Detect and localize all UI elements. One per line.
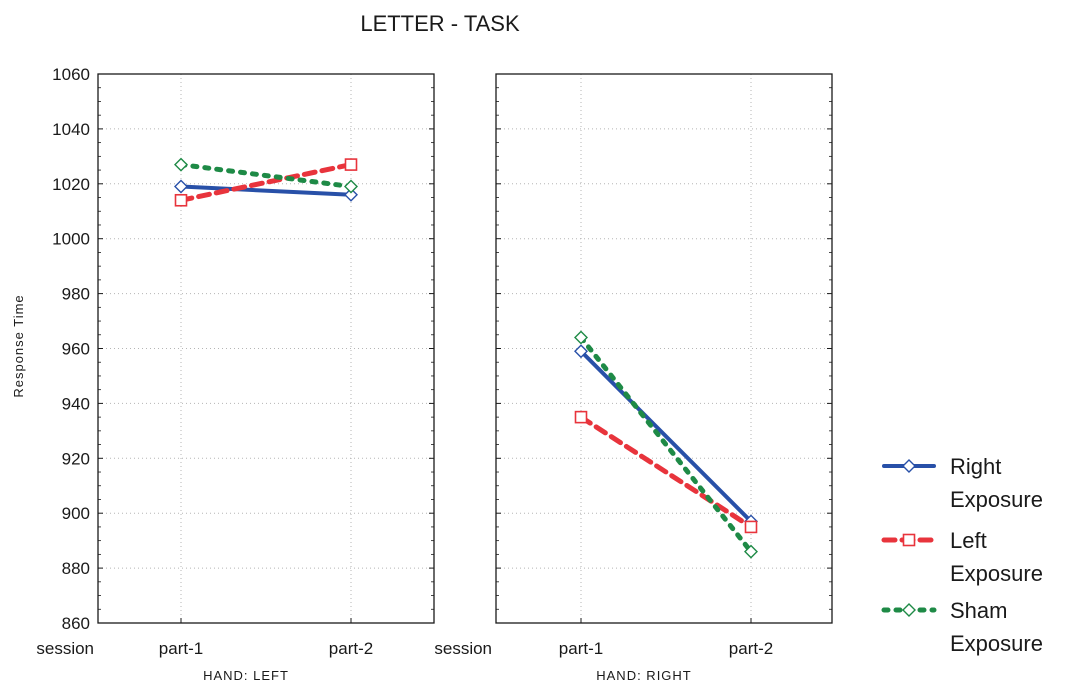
y-tick-label-900: 900 (62, 504, 90, 523)
marker-hand-left-sham-exposure-part-2 (344, 179, 358, 194)
marker-hand-left-left-exposure-part-2 (344, 158, 358, 171)
panel-label-hand-left: HAND: LEFT (203, 668, 289, 683)
panel-label-hand-right: HAND: RIGHT (596, 668, 692, 683)
series-line-hand-left-left-exposure (178, 162, 354, 203)
y-tick-label-920: 920 (62, 449, 90, 468)
legend-label-left-exposure-line1: Left (950, 528, 987, 553)
y-tick-label-1040: 1040 (52, 120, 90, 139)
marker-hand-left-right-exposure-part-1 (174, 179, 188, 194)
series-line-hand-right-sham-exposure (578, 335, 754, 555)
marker-hand-right-left-exposure-part-1 (574, 410, 588, 424)
x-tick-label-hand-left-part-2: part-2 (329, 639, 373, 658)
grid-layer (98, 74, 832, 623)
series-line-hand-right-right-exposure (579, 349, 753, 524)
y-tick-label-880: 880 (62, 559, 90, 578)
marker-hand-right-left-exposure-part-2 (744, 520, 758, 534)
legend-label-right-exposure-line2: Exposure (950, 487, 1043, 512)
x-tick-label-hand-right-part-1: part-1 (559, 639, 603, 658)
legend-label-left-exposure-line2: Exposure (950, 561, 1043, 586)
series-line-hand-left-sham-exposure (178, 162, 354, 190)
x-axis-name-hand-right: session (434, 639, 492, 658)
x-tick-label-hand-right-part-2: part-2 (729, 639, 773, 658)
y-tick-label-1020: 1020 (52, 175, 90, 194)
series-layer (174, 157, 758, 559)
legend: Right Exposure Left Exposure Sham Exposure (881, 454, 1043, 656)
y-tick-label-1060: 1060 (52, 65, 90, 84)
marker-hand-left-left-exposure-part-1 (174, 193, 188, 207)
y-tick-label-960: 960 (62, 340, 90, 359)
series-line-hand-right-left-exposure (578, 414, 754, 530)
legend-label-right-exposure-line1: Right (950, 454, 1001, 479)
x-tick-label-hand-left-part-1: part-1 (159, 639, 203, 658)
y-tick-label-860: 860 (62, 614, 90, 633)
legend-marker-left-exposure (902, 533, 916, 547)
marker-hand-right-right-exposure-part-1 (574, 344, 588, 359)
y-tick-label-1000: 1000 (52, 230, 90, 249)
x-axis-name-hand-left: session (36, 639, 94, 658)
legend-label-sham-exposure-line2: Exposure (950, 631, 1043, 656)
legend-marker-sham-exposure (902, 603, 916, 617)
marker-hand-left-right-exposure-part-2 (344, 187, 358, 202)
y-tick-label-940: 940 (62, 394, 90, 413)
chart-title: LETTER - TASK (360, 11, 520, 36)
y-axis-label: Response Time (11, 294, 26, 397)
y-tick-label-980: 980 (62, 285, 90, 304)
marker-hand-right-sham-exposure-part-2 (744, 544, 758, 559)
marker-hand-left-sham-exposure-part-1 (174, 157, 188, 172)
marker-hand-right-sham-exposure-part-1 (574, 330, 588, 345)
legend-label-sham-exposure-line1: Sham (950, 598, 1007, 623)
panel-frames (97, 73, 833, 624)
label-layer: session part-1 part-2 HAND: LEFT session part… (36, 65, 773, 683)
legend-marker-right-exposure (902, 459, 916, 473)
tick-layer (98, 73, 832, 624)
series-line-hand-left-right-exposure (179, 184, 353, 197)
